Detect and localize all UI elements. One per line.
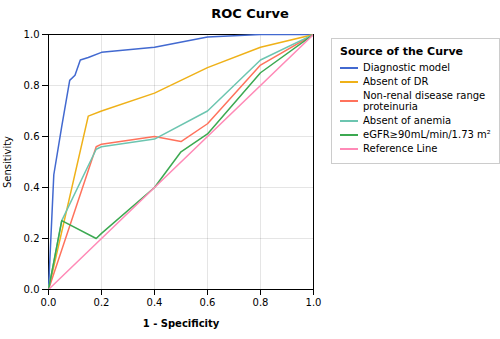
svg-text:0.8: 0.8	[253, 297, 269, 308]
svg-text:0.8: 0.8	[24, 80, 40, 91]
html-text:eGFR≥90mL/min/1.73 m²: eGFR≥90mL/min/1.73 m²	[363, 129, 491, 140]
svg-text:0.6: 0.6	[200, 297, 216, 308]
svg-text:0.2: 0.2	[94, 297, 110, 308]
svg-text:Sensitivity: Sensitivity	[2, 136, 13, 188]
html-text:Absent of DR: Absent of DR	[363, 76, 429, 87]
html-text:ROC Curve: ROC Curve	[211, 6, 289, 21]
html-text:Diagnostic model: Diagnostic model	[363, 62, 451, 73]
svg-text:1.0: 1.0	[24, 29, 40, 40]
svg-text:0.0: 0.0	[24, 284, 40, 295]
svg-text:1.0: 1.0	[306, 297, 322, 308]
svg-text:0.0: 0.0	[41, 297, 57, 308]
svg-text:0.2: 0.2	[24, 233, 40, 244]
svg-text:1 - Specificity: 1 - Specificity	[143, 318, 220, 329]
html-text:Reference Line: Reference Line	[363, 143, 438, 154]
svg-text:0.6: 0.6	[24, 131, 40, 142]
html-text:Non-renal disease range protei: Non-renal disease range proteinuria	[363, 90, 486, 112]
svg-text:0.4: 0.4	[147, 297, 163, 308]
html-text:Source of the Curve: Source of the Curve	[340, 45, 464, 58]
svg-text:0.4: 0.4	[24, 182, 40, 193]
html-text:Absent of anemia: Absent of anemia	[363, 115, 452, 126]
